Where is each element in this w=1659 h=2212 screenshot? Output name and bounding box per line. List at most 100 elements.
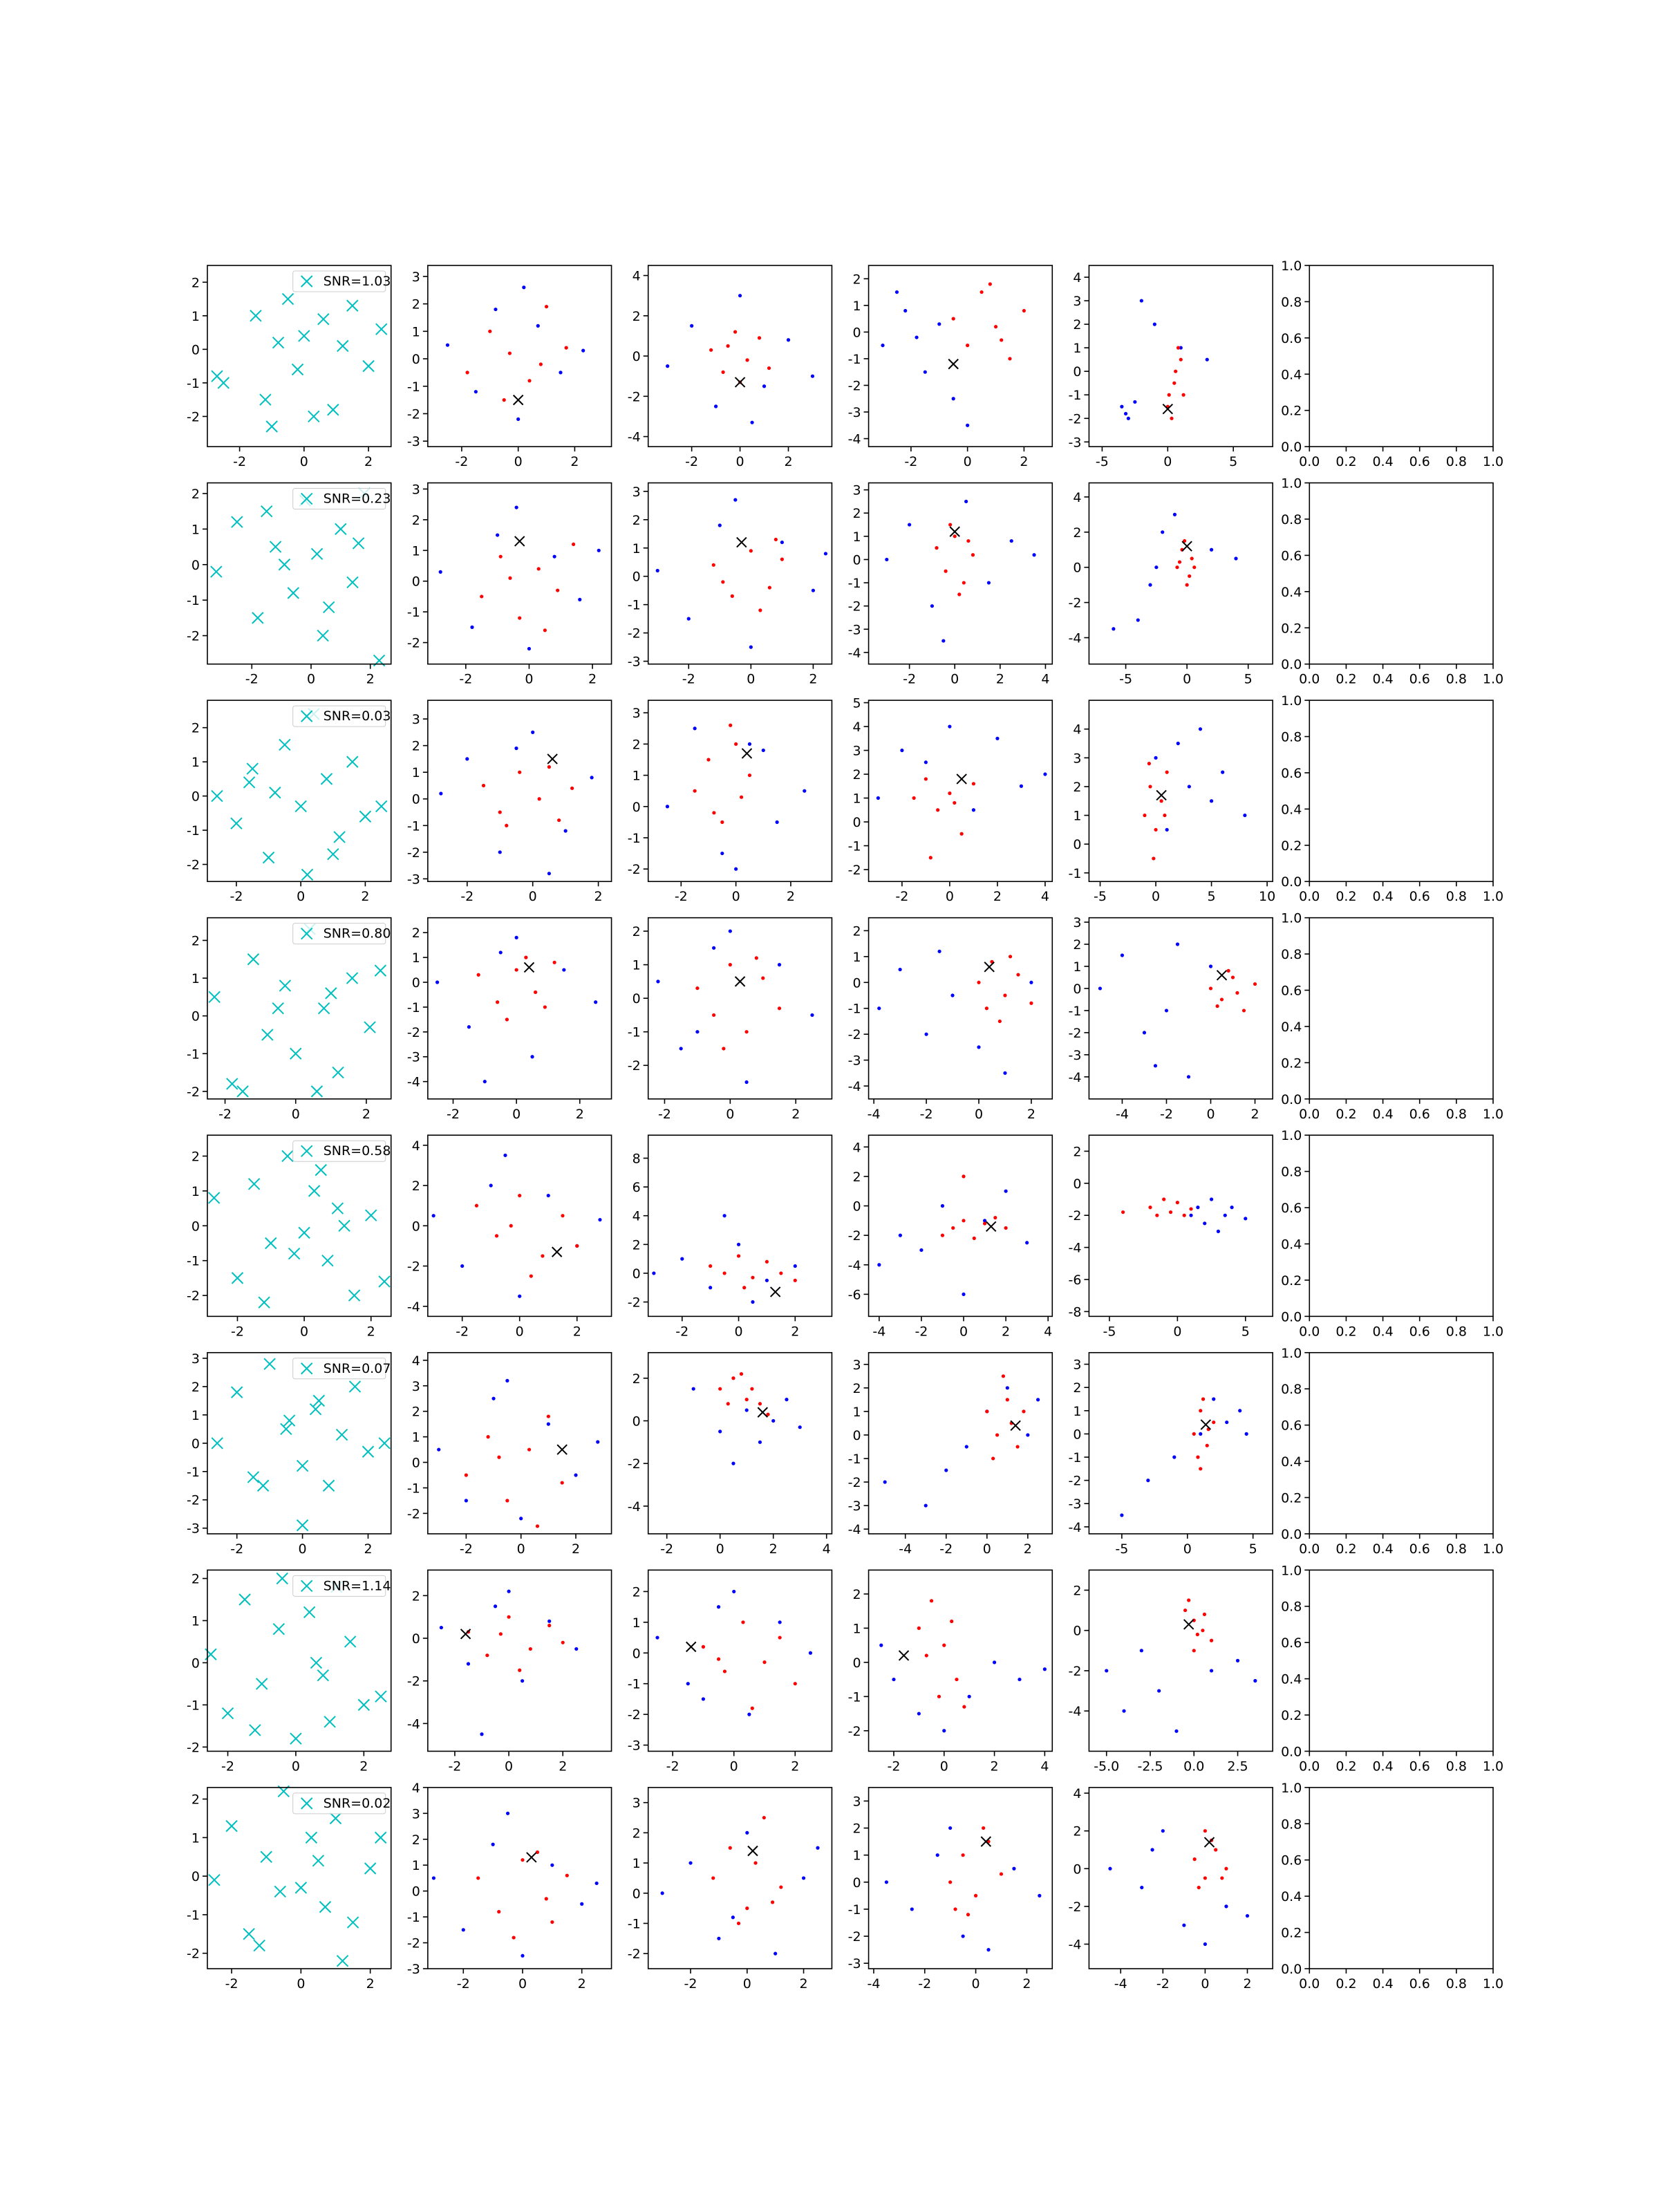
x-marker: [335, 523, 347, 536]
x-marker: [303, 1606, 316, 1618]
dot: [1203, 1942, 1208, 1947]
x-tick-label: 2: [791, 1759, 799, 1774]
dot: [747, 742, 752, 746]
dot: [498, 810, 502, 814]
y-tick-label: 2: [191, 721, 200, 736]
x-tick-label: -2: [245, 672, 259, 687]
x-marker: [378, 1437, 391, 1450]
dot: [778, 1620, 782, 1624]
x-tick-label: -5: [1103, 1324, 1116, 1339]
x-tick-label: -4: [1116, 1107, 1129, 1122]
dot: [565, 1873, 569, 1877]
y-tick-label: 0: [632, 1414, 641, 1429]
x-tick-label: 0.0: [1299, 1324, 1320, 1339]
x-tick-label: 0: [946, 889, 954, 904]
dot: [992, 1660, 997, 1665]
dot: [491, 1842, 495, 1846]
y-tick-label: -4: [1068, 631, 1081, 646]
dot: [527, 379, 532, 383]
x-marker: [291, 363, 304, 376]
legend-marker: [301, 927, 313, 940]
dot: [1202, 1612, 1207, 1616]
legend-box: [292, 1792, 386, 1815]
dot: [1253, 1678, 1257, 1683]
x-tick-label: 0.2: [1335, 1324, 1356, 1339]
x-marker: [260, 1850, 272, 1863]
dot: [1174, 369, 1178, 373]
x-marker: [357, 1698, 371, 1712]
dot: [1192, 1857, 1197, 1862]
dot: [590, 776, 594, 780]
x-marker: [757, 1407, 769, 1418]
y-tick-label: 0.8: [1281, 730, 1302, 745]
x-marker: [269, 541, 282, 553]
dot: [967, 1694, 971, 1698]
x-tick-label: 2: [572, 1541, 580, 1557]
dot: [948, 1880, 953, 1884]
y-tick-label: -1: [628, 598, 641, 613]
x-tick-label: -2: [230, 1541, 243, 1557]
x-tick-label: 0: [1173, 1324, 1181, 1339]
dot: [486, 1434, 490, 1439]
x-tick-label: 0.8: [1446, 889, 1467, 904]
dot: [962, 1174, 966, 1179]
x-marker: [1010, 1420, 1021, 1432]
dot: [900, 748, 904, 753]
dot: [1139, 1649, 1143, 1653]
axes-frame: [1088, 482, 1273, 665]
axes-frame: [207, 1134, 392, 1318]
x-tick-label: 2: [588, 672, 597, 687]
dot: [1155, 1213, 1159, 1217]
dot: [464, 1473, 468, 1477]
dot: [1150, 1848, 1154, 1852]
y-tick-label: 3: [632, 1796, 641, 1811]
dot: [971, 808, 976, 812]
dot: [726, 1402, 730, 1406]
x-marker: [346, 576, 359, 589]
dot: [986, 1948, 991, 1952]
x-marker: [261, 505, 273, 518]
dot: [1175, 942, 1180, 946]
dot: [574, 1473, 578, 1477]
x-tick-label: 1.0: [1483, 1759, 1503, 1774]
dot: [474, 390, 478, 394]
x-marker: [249, 1724, 261, 1736]
x-tick-label: 0: [299, 1541, 307, 1557]
x-marker: [734, 377, 746, 388]
x-tick-label: 0.0: [1299, 1759, 1320, 1774]
y-tick-label: 4: [1073, 722, 1081, 738]
y-tick-label: -1: [187, 1908, 200, 1923]
dot: [1245, 1913, 1250, 1918]
y-tick-label: 0.2: [1281, 1708, 1302, 1723]
y-tick-label: 2: [412, 513, 420, 528]
y-tick-label: 2: [1073, 937, 1081, 953]
x-tick-label: 2: [361, 889, 369, 904]
y-tick-label: -1: [848, 576, 861, 591]
subplot: -2 0 2 4 -2 -1 0 1 2 3 4 5: [848, 696, 1053, 904]
dot: [1238, 1409, 1242, 1413]
dot: [948, 724, 952, 729]
y-tick-label: 1: [412, 324, 420, 339]
dot: [498, 950, 503, 955]
dot: [547, 872, 552, 876]
dot: [714, 404, 718, 409]
axes-frame: [1309, 700, 1494, 883]
y-tick-label: -3: [407, 1962, 420, 1977]
axes-frame: [647, 482, 833, 665]
dot: [1215, 1004, 1219, 1009]
x-tick-label: 0.4: [1372, 1324, 1393, 1339]
dot: [1199, 1409, 1203, 1413]
x-marker: [210, 565, 223, 578]
y-tick-label: 1: [852, 529, 861, 545]
dot: [514, 505, 518, 509]
y-tick-label: -1: [628, 1025, 641, 1040]
axes-frame: [868, 1569, 1053, 1752]
dot: [962, 1219, 966, 1223]
x-marker: [207, 1192, 221, 1204]
dot: [777, 1006, 782, 1011]
subplot: -4 -2 0 2 -3 -2 -1 0 1 2 3: [848, 1787, 1053, 1991]
x-tick-label: 2: [364, 454, 373, 469]
dot: [1022, 308, 1027, 313]
x-marker: [230, 1386, 243, 1398]
x-marker: [769, 1286, 781, 1297]
